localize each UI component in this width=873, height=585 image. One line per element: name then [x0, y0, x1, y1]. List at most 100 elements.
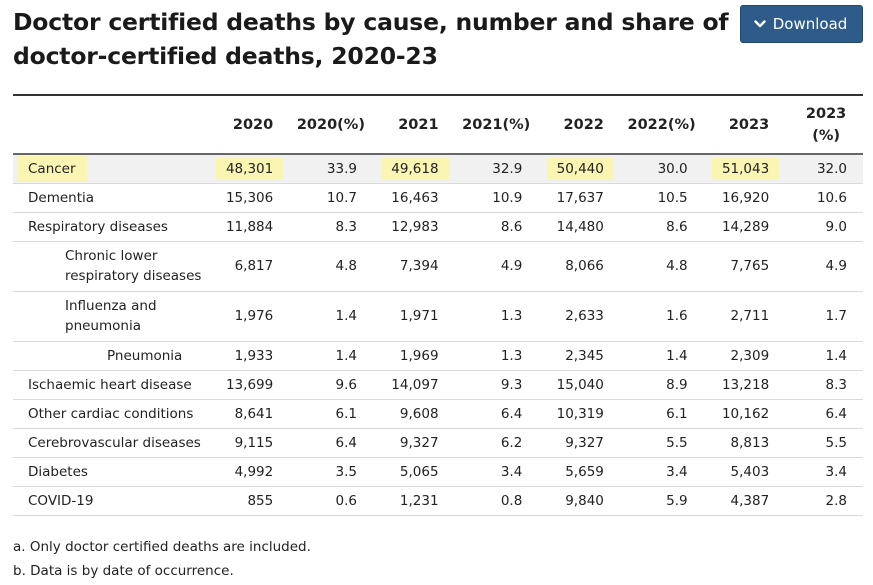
percent-cell: 3.5 [283, 457, 373, 486]
cause-label: Cancer [17, 155, 87, 182]
cause-cell: Dementia [13, 183, 208, 212]
table-row: Pneumonia 1,933 1.4 1,969 1.3 2,345 1.4 2,309 1.… [13, 341, 863, 370]
cause-label: Ischaemic heart disease [28, 376, 192, 393]
cause-cell: Cerebrovascular diseases [13, 428, 208, 457]
count-value: 12,983 [391, 218, 439, 235]
count-cell: 10,319 [538, 399, 614, 428]
count-value: 2,711 [730, 308, 770, 324]
header-2022: 2022 [538, 95, 614, 155]
percent-cell: 30.0 [614, 154, 704, 183]
count-cell: 1,933 [208, 341, 284, 370]
count-cell: 1,971 [373, 291, 449, 341]
count-value: 48,301 [215, 157, 284, 180]
percent-cell: 8.6 [614, 212, 704, 241]
cause-label: Diabetes [28, 463, 88, 480]
table-row: Influenza and pneumonia 1,976 1.4 1,971 1.3 2… [13, 291, 863, 341]
percent-value: 9.3 [500, 376, 523, 393]
count-cell: 2,309 [704, 341, 780, 370]
table-row: Diabetes 4,992 3.5 5,065 3.4 5,659 3.4 5,403 3.4 [13, 457, 863, 486]
count-value: 14,289 [721, 218, 770, 235]
count-cell: 17,637 [538, 183, 614, 212]
header-2020-pct: 2020(%) [283, 95, 373, 155]
count-cell: 15,306 [208, 183, 284, 212]
percent-value: 9.6 [335, 376, 357, 393]
count-cell: 2,345 [538, 341, 614, 370]
table-row: Dementia 15,306 10.7 16,463 10.9 17,637 10.5 16… [13, 183, 863, 212]
header-2021-pct: 2021(%) [448, 95, 539, 155]
count-value: 9,327 [399, 434, 439, 451]
percent-value: 10.6 [816, 189, 847, 206]
count-cell: 12,983 [373, 212, 449, 241]
footnote-b: b. Data is by date of occurrence. [13, 563, 234, 579]
count-value: 4,387 [730, 492, 770, 509]
percent-cell: 10.6 [779, 183, 863, 212]
count-cell: 13,218 [704, 370, 780, 399]
cause-cell: Other cardiac conditions [13, 399, 208, 428]
count-cell: 855 [208, 486, 284, 515]
percent-value: 6.2 [500, 434, 523, 451]
percent-cell: 5.5 [779, 428, 863, 457]
percent-cell: 1.4 [283, 341, 373, 370]
percent-cell: 5.9 [614, 486, 704, 515]
percent-cell: 10.5 [614, 183, 704, 212]
table-row: Cerebrovascular diseases 9,115 6.4 9,327 6.2… [13, 428, 863, 457]
count-cell: 16,920 [704, 183, 780, 212]
data-table: 2020 2020(%) 2021 2021(%) 2022 2022(%) 2… [13, 94, 863, 516]
percent-cell: 0.8 [449, 486, 539, 515]
percent-value: 4.9 [825, 258, 847, 274]
count-value: 16,463 [391, 189, 439, 206]
count-value: 9,327 [565, 434, 604, 451]
count-cell: 5,065 [373, 457, 449, 486]
percent-value: 8.3 [335, 218, 357, 235]
count-value: 1,976 [234, 308, 274, 324]
count-value: 11,884 [225, 218, 274, 235]
percent-value: 32.0 [816, 160, 847, 177]
count-cell: 2,633 [538, 291, 614, 341]
count-value: 8,813 [730, 434, 770, 451]
percent-cell: 9.3 [449, 370, 539, 399]
percent-value: 1.3 [500, 308, 523, 324]
percent-value: 10.7 [326, 189, 357, 206]
percent-value: 9.0 [825, 218, 847, 235]
percent-value: 6.1 [335, 405, 357, 422]
count-cell: 16,463 [373, 183, 449, 212]
table-body: Cancer 48,301 33.9 49,618 32.9 50,440 30.0 51,0… [13, 154, 863, 515]
percent-cell: 5.5 [614, 428, 704, 457]
percent-cell: 4.9 [779, 241, 863, 291]
percent-value: 4.9 [500, 258, 523, 274]
count-cell: 5,403 [704, 457, 780, 486]
cause-label: Respiratory diseases [28, 218, 168, 235]
count-value: 5,065 [399, 463, 439, 480]
percent-value: 5.9 [666, 492, 688, 509]
count-value: 4,992 [234, 463, 274, 480]
percent-cell: 3.4 [779, 457, 863, 486]
header-2023: 2023 [703, 95, 780, 155]
download-button[interactable]: Download [740, 5, 863, 43]
percent-value: 1.7 [825, 308, 847, 324]
percent-value: 1.4 [335, 308, 357, 324]
header-2022-pct: 2022(%) [613, 95, 704, 155]
count-value: 16,920 [721, 189, 770, 206]
percent-cell: 4.8 [283, 241, 373, 291]
percent-value: 3.5 [335, 463, 357, 480]
count-cell: 9,608 [373, 399, 449, 428]
percent-value: 10.5 [657, 189, 688, 206]
count-value: 1,933 [234, 347, 274, 364]
percent-cell: 6.4 [779, 399, 863, 428]
percent-cell: 9.6 [283, 370, 373, 399]
count-value: 14,480 [556, 218, 604, 235]
percent-value: 4.8 [666, 258, 688, 274]
count-cell: 9,327 [538, 428, 614, 457]
count-cell: 7,394 [373, 241, 449, 291]
count-value: 855 [247, 492, 274, 509]
count-value: 10,319 [556, 405, 604, 422]
cause-label: Other cardiac conditions [28, 405, 194, 422]
table-row: Chronic lower respiratory diseases 6,817 4… [13, 241, 863, 291]
percent-value: 3.4 [825, 463, 847, 480]
count-cell: 15,040 [538, 370, 614, 399]
count-value: 8,641 [234, 405, 274, 422]
count-value: 5,403 [730, 463, 770, 480]
header-2023-pct-label: 2023 (%) [805, 105, 847, 144]
cause-cell: Diabetes [13, 457, 208, 486]
count-cell: 51,043 [704, 154, 780, 183]
